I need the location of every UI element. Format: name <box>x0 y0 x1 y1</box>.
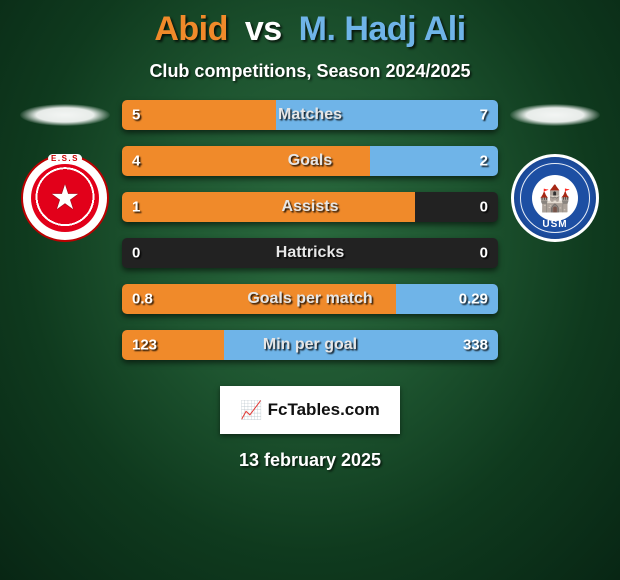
ess-inner: ★ <box>31 164 99 232</box>
date-label: 13 february 2025 <box>0 450 620 471</box>
right-side: 🏰 USM <box>500 100 610 242</box>
stats-bars: 57Matches42Goals10Assists00Hattricks0.80… <box>120 100 500 360</box>
player1-photo-placeholder <box>20 104 110 126</box>
player2-photo-placeholder <box>510 104 600 126</box>
watermark-text: FcTables.com <box>268 400 380 420</box>
stat-bar: 123 338 Min per goal <box>122 330 498 360</box>
stat-value-right: 0 <box>480 199 488 216</box>
stat-bar: 4 2 Goals <box>122 146 498 176</box>
stat-label: Goals <box>288 152 332 170</box>
content: Abid vs M. Hadj Ali Club competitions, S… <box>0 0 620 471</box>
fort-icon: 🏰 <box>539 185 571 211</box>
title-vs: vs <box>245 10 282 48</box>
subtitle: Club competitions, Season 2024/2025 <box>0 61 620 82</box>
stat-bar: 0 0 Hattricks <box>122 238 498 268</box>
club-badge-left: E.S.S ★ <box>21 154 109 242</box>
chart-icon: 📈 <box>240 401 262 419</box>
player1-name: Abid <box>154 10 228 48</box>
club-badge-right: 🏰 USM <box>511 154 599 242</box>
usm-abbrev: USM <box>542 219 567 230</box>
player2-name: M. Hadj Ali <box>299 10 466 48</box>
ess-abbrev: E.S.S <box>48 154 82 163</box>
page-title: Abid vs M. Hadj Ali <box>0 10 620 49</box>
stat-bar: 5 7 Matches <box>122 100 498 130</box>
stat-label: Assists <box>282 198 339 216</box>
stat-bar: 1 0 Assists <box>122 192 498 222</box>
stat-value-left: 4 <box>132 153 140 170</box>
bar-left <box>122 192 415 222</box>
stat-value-right: 338 <box>463 337 488 354</box>
stat-value-right: 0.29 <box>459 291 488 308</box>
stat-label: Matches <box>278 106 342 124</box>
stat-value-right: 2 <box>480 153 488 170</box>
left-side: E.S.S ★ <box>10 100 120 242</box>
stat-value-left: 5 <box>132 107 140 124</box>
stat-label: Goals per match <box>247 290 372 308</box>
stat-value-right: 7 <box>480 107 488 124</box>
stat-label: Hattricks <box>276 244 344 262</box>
stat-value-left: 0.8 <box>132 291 153 308</box>
bar-left <box>122 146 370 176</box>
star-icon: ★ <box>50 181 80 215</box>
main-area: E.S.S ★ 5 7 Matches 4 2 Goals 1 0 Assists 0 0 Hattr… <box>0 100 620 360</box>
bar-left <box>122 100 276 130</box>
stat-value-right: 0 <box>480 245 488 262</box>
watermark: 📈 FcTables.com <box>220 386 400 434</box>
stat-bar: 0.8 0.29 Goals per match <box>122 284 498 314</box>
stat-value-left: 0 <box>132 245 140 262</box>
stat-value-left: 1 <box>132 199 140 216</box>
usm-center: 🏰 <box>532 175 578 221</box>
stat-value-left: 123 <box>132 337 157 354</box>
stat-label: Min per goal <box>263 336 357 354</box>
